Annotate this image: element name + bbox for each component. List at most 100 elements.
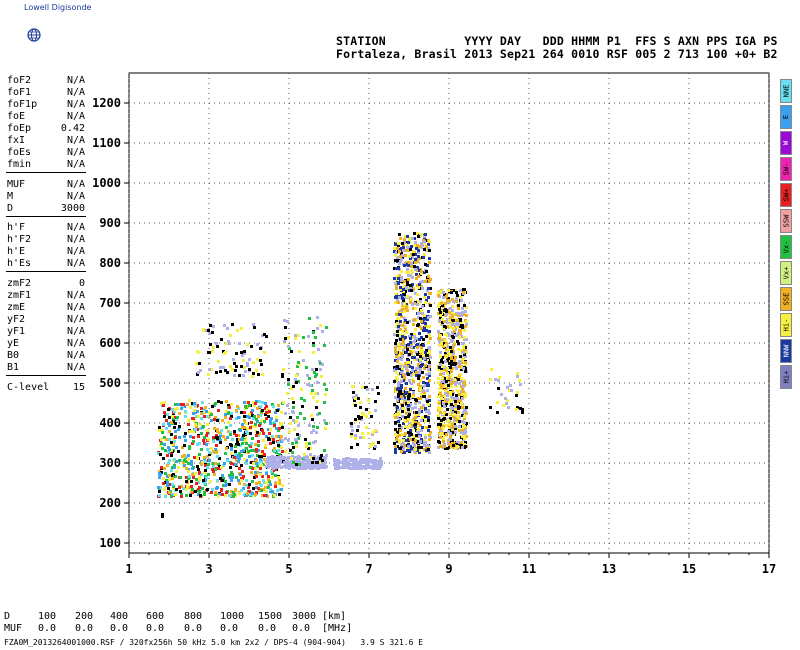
echo-point <box>218 493 221 496</box>
echo-point <box>441 361 444 364</box>
echo-point <box>264 407 267 410</box>
echo-point <box>402 449 405 452</box>
echo-point <box>405 412 408 415</box>
echo-point <box>406 235 409 238</box>
echo-point <box>295 445 298 448</box>
echo-point <box>255 369 258 372</box>
echo-point <box>402 393 405 396</box>
echo-point <box>440 395 443 398</box>
echo-point <box>448 334 451 337</box>
echo-point <box>393 267 396 270</box>
param-name: h'E <box>7 246 26 257</box>
param-value: N/A <box>66 246 85 257</box>
distance-cell: 100 <box>38 611 57 622</box>
echo-point <box>296 416 299 419</box>
echo-point <box>239 444 242 447</box>
echo-point <box>160 442 163 445</box>
echo-point <box>465 351 468 354</box>
echo-point <box>439 355 442 358</box>
echo-point <box>179 490 182 493</box>
echo-point <box>409 410 412 413</box>
echo-point <box>423 326 426 329</box>
echo-point <box>366 388 369 391</box>
echo-point <box>461 359 464 362</box>
echo-point <box>199 494 202 497</box>
echo-point <box>248 444 251 447</box>
echo-point <box>400 358 403 361</box>
echo-point <box>252 487 255 490</box>
echo-point <box>457 417 460 420</box>
param-value: N/A <box>66 234 85 245</box>
echo-point <box>166 464 169 467</box>
echo-point <box>255 450 258 453</box>
echo-point <box>419 360 422 363</box>
echo-point <box>407 445 410 448</box>
echo-point <box>259 347 262 350</box>
echo-point <box>464 346 467 349</box>
echo-point <box>365 415 368 418</box>
echo-point <box>251 409 254 412</box>
echo-point <box>323 344 326 347</box>
echo-point <box>240 464 243 467</box>
echo-point <box>439 423 442 426</box>
param-name: foF1p <box>7 99 38 110</box>
echo-point <box>428 292 431 295</box>
echo-point <box>427 316 430 319</box>
echo-point <box>418 411 421 414</box>
echo-point <box>262 439 265 442</box>
echo-point <box>397 327 400 330</box>
echo-point <box>207 351 210 354</box>
echo-point <box>403 444 406 447</box>
echo-point <box>403 241 406 244</box>
echo-point <box>262 488 265 491</box>
param-name: zmF2 <box>7 278 32 289</box>
echo-point <box>228 483 231 486</box>
echo-point <box>412 448 415 451</box>
echo-point <box>311 418 314 421</box>
echo-point <box>399 365 402 368</box>
echo-point <box>509 384 512 387</box>
echo-point <box>445 355 448 358</box>
echo-point <box>342 458 345 461</box>
echo-point <box>354 418 357 421</box>
echo-point <box>464 409 467 412</box>
echo-point <box>450 406 453 409</box>
echo-point <box>194 423 197 426</box>
echo-point <box>489 378 492 381</box>
echo-point <box>190 490 193 493</box>
echo-point <box>451 439 454 442</box>
echo-point <box>428 334 431 337</box>
echo-point <box>296 466 299 469</box>
echo-point <box>275 461 278 464</box>
echo-point <box>422 376 425 379</box>
echo-point <box>214 462 217 465</box>
echo-point <box>446 345 449 348</box>
echo-point <box>179 476 182 479</box>
echo-point <box>399 328 402 331</box>
echo-point <box>460 335 463 338</box>
echo-point <box>301 467 304 470</box>
echo-point <box>515 394 518 397</box>
echo-point <box>193 419 196 422</box>
echo-point <box>298 363 301 366</box>
echo-point <box>457 304 460 307</box>
echo-point <box>409 286 412 289</box>
echo-point <box>420 246 423 249</box>
echo-point <box>453 330 456 333</box>
echo-point <box>288 430 291 433</box>
echo-point <box>167 462 170 465</box>
echo-point <box>321 330 324 333</box>
echo-point <box>286 392 289 395</box>
echo-point <box>193 402 196 405</box>
echo-point <box>403 401 406 404</box>
echo-point <box>254 423 257 426</box>
echo-point <box>454 289 457 292</box>
echo-point <box>170 469 173 472</box>
echo-point <box>350 435 353 438</box>
echo-point <box>409 341 412 344</box>
echo-point <box>233 493 236 496</box>
echo-point <box>269 428 272 431</box>
echo-point <box>455 381 458 384</box>
echo-point <box>401 254 404 257</box>
echo-point <box>394 449 397 452</box>
